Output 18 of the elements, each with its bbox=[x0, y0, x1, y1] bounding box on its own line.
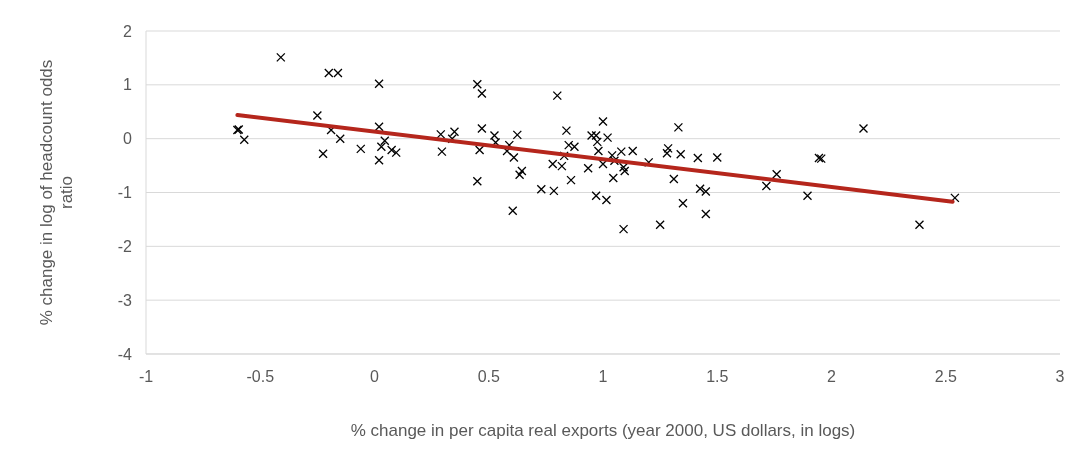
y-tick-label: -1 bbox=[117, 184, 133, 202]
x-tick-label: 2 bbox=[827, 368, 837, 385]
x-tick-label: 1 bbox=[598, 368, 608, 385]
y-tick-label: 0 bbox=[123, 130, 133, 148]
y-tick-label: 2 bbox=[123, 22, 133, 40]
y-tick-label: 1 bbox=[123, 76, 133, 94]
x-tick-label: 2.5 bbox=[934, 368, 957, 385]
x-tick-label: 0 bbox=[370, 368, 380, 385]
y-tick-label: -4 bbox=[117, 345, 133, 363]
x-tick-label: 3 bbox=[1055, 368, 1065, 385]
x-tick-label: 0.5 bbox=[477, 368, 500, 385]
y-axis-title: % change in log of headcount odds ratio bbox=[37, 59, 76, 326]
y-tick-label: -3 bbox=[117, 291, 133, 309]
x-tick-label: -1 bbox=[138, 368, 154, 385]
x-axis-title: % change in per capita real exports (year 2000, US dollars, in logs) bbox=[350, 421, 856, 440]
y-tick-label: -2 bbox=[117, 237, 133, 255]
x-tick-label: -0.5 bbox=[246, 368, 275, 385]
x-tick-label: 1.5 bbox=[706, 368, 729, 385]
